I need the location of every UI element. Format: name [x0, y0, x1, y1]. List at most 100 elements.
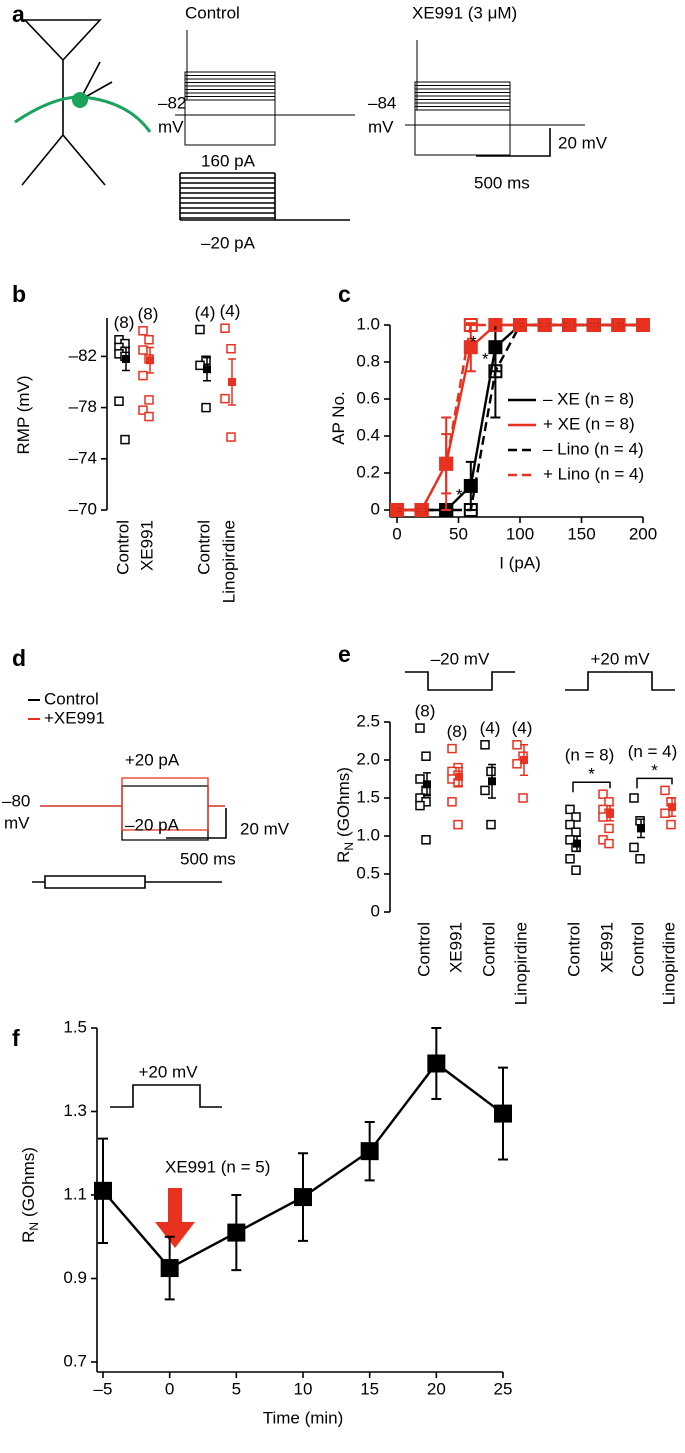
data-point [598, 789, 608, 799]
legend-label: + XE (n = 8) [543, 414, 635, 433]
data-point [480, 740, 490, 750]
y-axis-label-sub: N [27, 1222, 41, 1231]
data-point [201, 402, 211, 413]
data-point [512, 740, 522, 750]
marker [488, 318, 503, 332]
data-point [565, 854, 575, 864]
y-axis-label-main: R [19, 1231, 38, 1243]
mean-marker [423, 780, 431, 789]
category-label: Linopirdine [659, 922, 678, 1005]
mean-marker [122, 354, 130, 363]
step-lines [179, 172, 350, 221]
n-label: (4) [195, 303, 216, 322]
marker [513, 318, 527, 332]
trace [405, 40, 585, 156]
marker [94, 1181, 112, 1200]
step-label: +20 mV [590, 649, 650, 668]
annotation: * [470, 332, 477, 351]
y-tick-label: 0.9 [63, 1268, 87, 1287]
data-point [453, 819, 463, 830]
x-tick-label: 0 [392, 524, 401, 543]
data-point [512, 759, 522, 769]
n-label: (4) [512, 718, 533, 737]
trace [40, 777, 225, 831]
n-label: (n = 8) [565, 746, 615, 765]
mean-marker [455, 772, 463, 781]
data-point [571, 827, 581, 837]
data-point [604, 838, 614, 849]
rmp-label: –82 [158, 93, 186, 112]
y-tick-label: –70 [69, 499, 97, 518]
data-point [486, 819, 496, 830]
rmp-unit: mV [368, 117, 394, 136]
n-label: (8) [447, 722, 468, 741]
data-point [629, 842, 639, 853]
x-tick-label: –5 [94, 1379, 113, 1398]
y-axis-label-unit: (GOhms) [334, 767, 353, 837]
x-tick-label: 100 [506, 524, 534, 543]
annotation: XE991 (n = 5) [165, 1157, 270, 1176]
mean-marker [203, 365, 211, 374]
y-tick-label: 0.5 [356, 863, 380, 882]
y-tick-label: 0 [371, 901, 380, 920]
drug-arrow [155, 1188, 195, 1248]
marker [360, 1142, 379, 1161]
data-point [635, 816, 645, 826]
data-point [415, 800, 425, 811]
data-point [226, 432, 236, 442]
category-label: XE991 [446, 922, 465, 973]
scale-bar [166, 808, 227, 839]
marker [390, 503, 404, 517]
category-label: Control [194, 520, 213, 575]
data-point [565, 819, 575, 830]
mean-marker [606, 809, 614, 818]
marker [611, 318, 626, 332]
y-tick-label: –74 [69, 448, 97, 467]
marker [463, 478, 478, 493]
marker [427, 1054, 446, 1073]
y-tick-label: 1.1 [63, 1184, 87, 1203]
rmp-unit: mV [158, 117, 184, 136]
y-tick-label: 1.0 [356, 314, 380, 333]
x-tick-label: 10 [294, 1379, 313, 1398]
y-axis-label: RMP (mV) [14, 375, 33, 454]
y-tick-label: 0.4 [356, 425, 380, 444]
trace [175, 30, 355, 146]
voltage-traces [175, 30, 585, 156]
data-point [144, 411, 154, 422]
y-tick-label: 1.0 [356, 825, 380, 844]
panel-label: f [12, 1025, 20, 1051]
neuron-schematic [14, 19, 152, 186]
data-point [415, 774, 425, 784]
rmp-label: –84 [368, 93, 396, 112]
x-tick-label: 150 [567, 524, 595, 543]
data-point [486, 766, 496, 777]
y-tick-label: 2.0 [356, 749, 380, 768]
data-point [220, 323, 230, 333]
panel-label: a [12, 1, 25, 27]
legend-label: + Lino (n = 4) [543, 464, 644, 483]
data-point [201, 355, 211, 365]
legend-label: +XE991 [44, 708, 105, 727]
n-label: (4) [480, 718, 501, 737]
category-label: Control [479, 922, 498, 977]
data-point [220, 393, 230, 404]
y-tick-label: 0.2 [356, 462, 380, 481]
y-tick-label: 0.8 [356, 351, 380, 370]
data-point [565, 804, 575, 815]
panel-d: Control+XE991 [28, 689, 225, 841]
panel-label: e [338, 641, 351, 667]
step-schematic [110, 1084, 222, 1108]
y-tick-label: –82 [69, 346, 97, 365]
y-tick-label: 0 [371, 499, 380, 518]
category-label: Control [113, 520, 132, 575]
rmp-unit: mV [4, 813, 30, 832]
data-point [598, 812, 608, 822]
mean-marker [146, 356, 154, 365]
step-label: –20 pA [201, 233, 256, 252]
data-point [138, 326, 148, 336]
y-tick-label: 0.7 [63, 1351, 87, 1370]
data-point [604, 823, 614, 834]
scale-label: 20 mV [240, 819, 290, 838]
y-tick-label: –78 [69, 397, 97, 416]
